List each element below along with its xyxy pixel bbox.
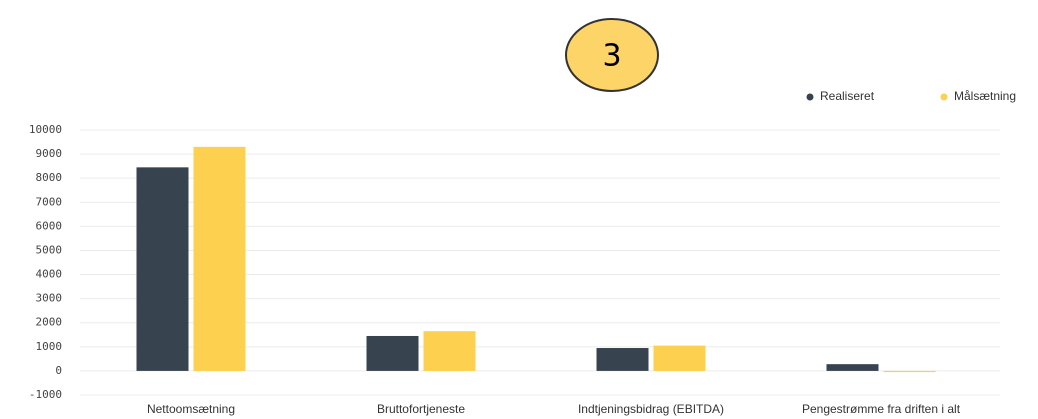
y-tick-label: -1000 xyxy=(29,388,62,401)
bar xyxy=(883,370,936,373)
bar xyxy=(366,335,419,371)
y-tick-label: 5000 xyxy=(36,243,63,256)
legend-label: Målsætning xyxy=(954,89,1016,103)
bar xyxy=(596,348,649,371)
bar xyxy=(136,167,189,371)
y-tick-label: 3000 xyxy=(36,292,63,305)
y-tick-label: 4000 xyxy=(36,268,63,281)
bar xyxy=(826,364,879,371)
annotation-badge xyxy=(565,18,659,92)
x-tick-label: Bruttofortjeneste xyxy=(377,402,465,416)
legend-marker xyxy=(940,93,948,101)
bar xyxy=(653,345,706,371)
y-tick-label: 6000 xyxy=(36,219,63,232)
y-tick-label: 1000 xyxy=(36,340,63,353)
annotation: 3 xyxy=(602,39,621,74)
legend-marker xyxy=(806,93,814,101)
bar xyxy=(193,146,246,371)
x-tick-label: Indtjeningsbidrag (EBITDA) xyxy=(578,402,724,416)
y-tick-label: 0 xyxy=(55,364,62,377)
y-tick-label: 8000 xyxy=(36,171,63,184)
y-tick-label: 9000 xyxy=(36,147,63,160)
y-tick-label: 7000 xyxy=(36,195,63,208)
x-tick-label: Pengestrømme fra driften i alt xyxy=(802,402,961,416)
bar xyxy=(423,331,476,371)
y-tick-label: 10000 xyxy=(29,123,62,136)
legend-label: Realiseret xyxy=(820,89,875,103)
y-tick-label: 2000 xyxy=(36,316,63,329)
x-tick-label: Nettoomsætning xyxy=(147,402,235,416)
